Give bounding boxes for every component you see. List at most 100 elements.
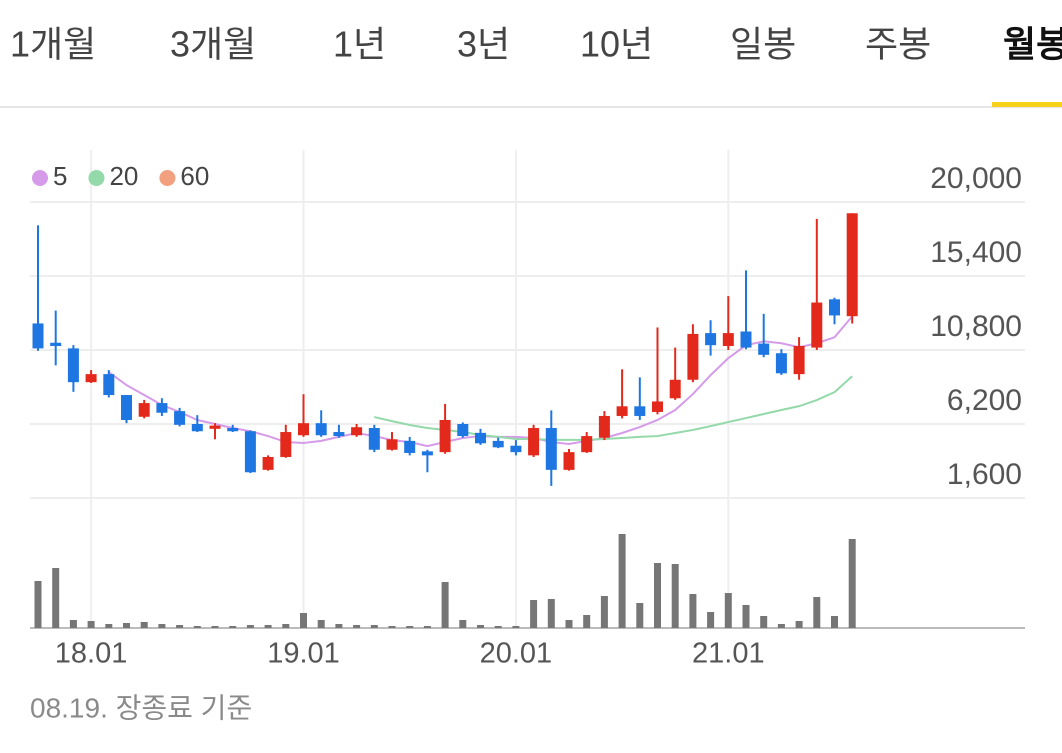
tab-label[interactable]: 주봉 bbox=[865, 24, 931, 65]
candle-body bbox=[191, 424, 203, 432]
volume-bar bbox=[193, 626, 201, 628]
volume-bar bbox=[370, 625, 378, 628]
volume-bar bbox=[636, 603, 644, 628]
tab-label[interactable]: 1개월 bbox=[10, 24, 96, 65]
volume-bar bbox=[158, 624, 166, 628]
volume-bar bbox=[760, 616, 768, 628]
tab-bar: 1개월 3개월 1년 3년 10년 일봉 주봉 월봉 bbox=[10, 24, 1062, 107]
candle-body bbox=[492, 440, 504, 448]
candle-body bbox=[616, 406, 628, 416]
tab-label[interactable]: 월봉 bbox=[1003, 24, 1062, 65]
chart: 1,600 6,200 10,800 15,400 20,000 18.01 19.01 20… bbox=[30, 150, 1025, 670]
candle-body bbox=[475, 432, 486, 444]
candle-body bbox=[351, 427, 363, 436]
volume-bar bbox=[300, 613, 307, 628]
volume-bar bbox=[317, 620, 325, 628]
candle-body bbox=[705, 333, 717, 346]
candle-body bbox=[404, 440, 416, 453]
volume-bar bbox=[565, 620, 573, 628]
candle-body bbox=[563, 452, 575, 470]
legend-dot bbox=[159, 170, 176, 186]
candle-body bbox=[652, 401, 663, 412]
tab-label[interactable]: 3개월 bbox=[170, 24, 256, 65]
tab-label[interactable]: 10년 bbox=[580, 24, 653, 65]
candle-body bbox=[758, 343, 770, 355]
candle-body bbox=[227, 428, 239, 432]
candle-body bbox=[598, 415, 610, 438]
legend-label: 5 bbox=[53, 161, 67, 191]
volume-bar bbox=[176, 625, 184, 628]
volume-bar bbox=[689, 594, 697, 628]
volume-bar bbox=[406, 626, 414, 628]
candle-body bbox=[722, 333, 734, 346]
candle-body bbox=[138, 403, 150, 417]
tab-label[interactable]: 1년 bbox=[333, 24, 386, 65]
candle-body bbox=[262, 456, 274, 470]
volume-bar bbox=[353, 625, 361, 628]
volume-bar bbox=[848, 539, 856, 628]
candle-body bbox=[156, 403, 168, 413]
y-tick-label: 15,400 bbox=[930, 236, 1022, 269]
y-tick-label: 1,600 bbox=[947, 458, 1022, 491]
candle-body bbox=[439, 419, 451, 453]
volume-bar bbox=[229, 626, 237, 628]
volume-bar bbox=[211, 626, 219, 628]
volume-bar bbox=[654, 563, 661, 628]
candle-body bbox=[669, 379, 681, 399]
legend-dot bbox=[88, 170, 105, 186]
volume-bar bbox=[530, 600, 538, 628]
x-tick-label: 19.01 bbox=[267, 638, 340, 670]
candle-body bbox=[634, 406, 646, 416]
candle-body bbox=[510, 445, 522, 453]
candle-body bbox=[32, 323, 44, 349]
candle-body bbox=[368, 428, 380, 450]
volume-bar bbox=[724, 593, 732, 628]
candle-body bbox=[775, 353, 787, 374]
volume-bar bbox=[34, 581, 42, 628]
volume-bar bbox=[831, 616, 838, 628]
candle-body bbox=[103, 374, 115, 396]
volume-bar bbox=[441, 582, 449, 628]
volume-bar bbox=[547, 599, 555, 628]
volume-bar bbox=[813, 597, 821, 628]
legend-label: 20 bbox=[109, 161, 138, 191]
candle-body bbox=[244, 431, 256, 473]
candle-body bbox=[333, 432, 345, 437]
volume-bar bbox=[87, 621, 95, 628]
candle-body bbox=[421, 451, 433, 456]
legend-dot bbox=[32, 170, 48, 186]
candle-body bbox=[67, 348, 79, 383]
volume-bar bbox=[600, 596, 608, 628]
volume-bar bbox=[477, 625, 484, 628]
candle-body bbox=[740, 331, 752, 348]
candle-body bbox=[280, 432, 292, 457]
volume-bar bbox=[512, 626, 520, 628]
tab-label[interactable]: 3년 bbox=[457, 24, 510, 65]
volume-bar bbox=[282, 624, 290, 628]
volume-bar bbox=[52, 568, 60, 628]
volume-bar bbox=[671, 564, 679, 628]
volume-bar bbox=[140, 622, 148, 628]
tab-indicator bbox=[992, 102, 1062, 107]
volume-bar bbox=[105, 624, 113, 628]
volume-bar bbox=[335, 624, 343, 628]
candle-body bbox=[581, 436, 593, 453]
candle-body bbox=[209, 425, 221, 429]
volume-bar bbox=[618, 534, 626, 628]
candle-body bbox=[846, 213, 858, 317]
candle-body bbox=[687, 333, 699, 380]
volume-bar bbox=[707, 612, 715, 628]
x-tick-label: 21.01 bbox=[692, 638, 765, 670]
footer-note: 08.19. 장종료 기준 bbox=[30, 692, 252, 723]
candle-body bbox=[298, 423, 309, 436]
volume-bar bbox=[423, 626, 431, 628]
candle-body bbox=[811, 302, 823, 348]
volume-bar bbox=[69, 620, 77, 628]
volume-bar bbox=[264, 625, 272, 628]
candle-body bbox=[315, 423, 327, 436]
tab-label[interactable]: 일봉 bbox=[730, 24, 796, 65]
y-tick-label: 6,200 bbox=[947, 384, 1022, 417]
legend-label: 60 bbox=[180, 161, 209, 191]
volume-bar bbox=[494, 626, 502, 628]
